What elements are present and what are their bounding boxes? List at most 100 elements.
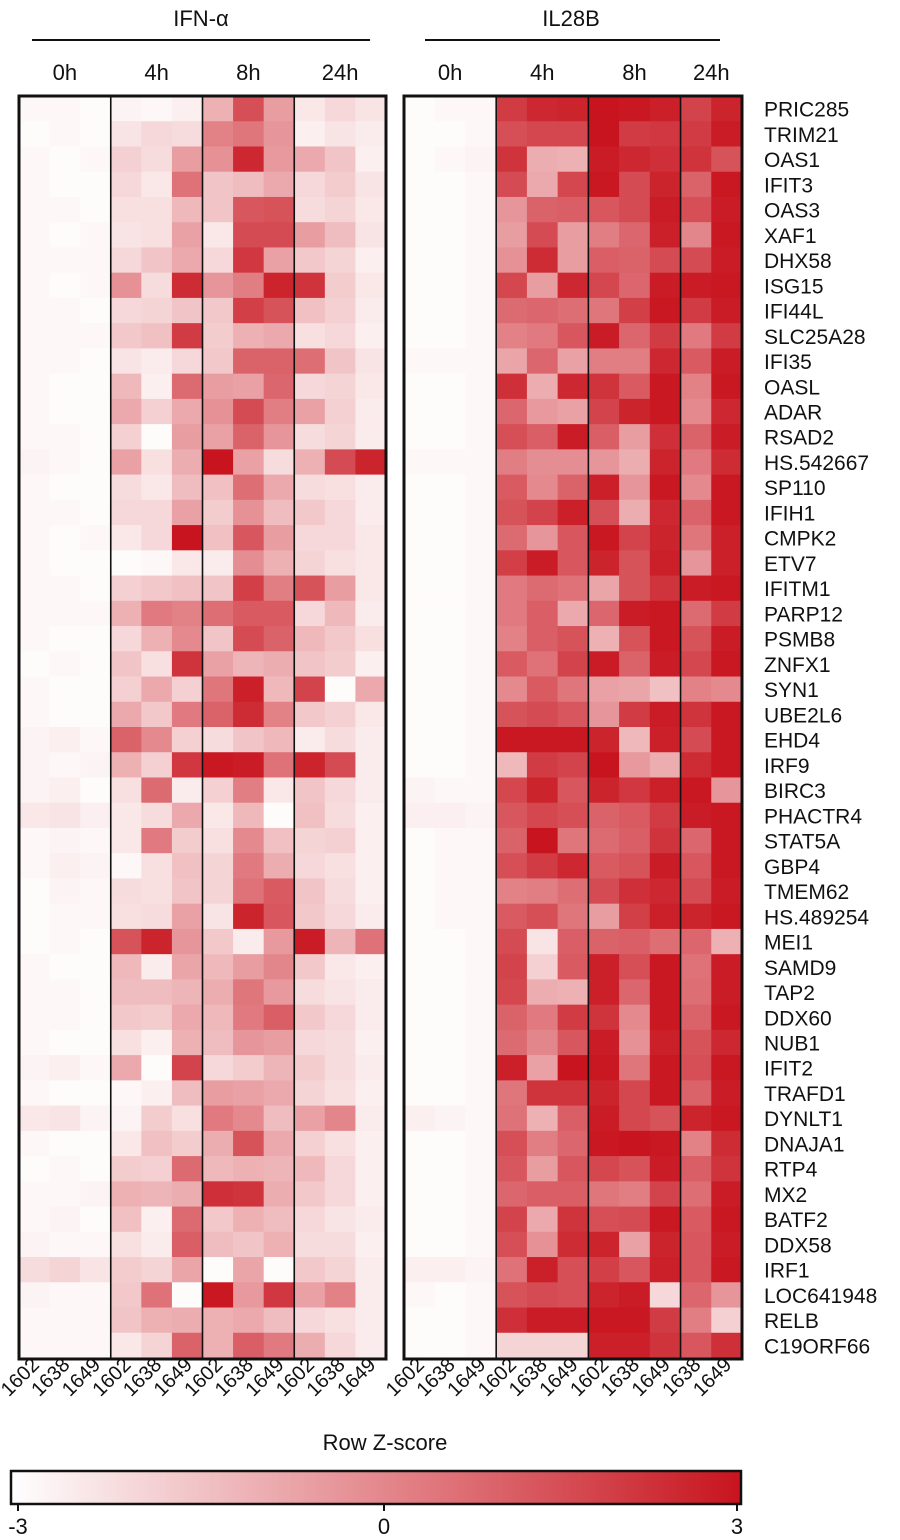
- heatmap-cell: [19, 701, 51, 728]
- heatmap-cell: [19, 323, 51, 349]
- heatmap-cell: [465, 474, 497, 501]
- heatmap-cell: [19, 1105, 51, 1132]
- heatmap-cell: [711, 171, 743, 198]
- heatmap-cell: [171, 525, 204, 551]
- heatmap-cell: [141, 550, 173, 577]
- heatmap-cell: [496, 96, 528, 122]
- timepoint-label: 0h: [53, 60, 77, 85]
- heatmap-cell: [263, 348, 295, 375]
- gene-label: HS.542667: [764, 452, 869, 475]
- gene-label: GBP4: [764, 856, 820, 879]
- heatmap-cell: [110, 121, 142, 148]
- heatmap-cell: [465, 121, 497, 148]
- heatmap-cell: [263, 373, 295, 400]
- heatmap-cell: [526, 1206, 559, 1233]
- heatmap-cell: [588, 171, 620, 198]
- heatmap-cell: [404, 676, 436, 703]
- heatmap-cell: [49, 802, 81, 829]
- heatmap-cell: [263, 676, 295, 703]
- gene-label: IFI44L: [764, 301, 824, 324]
- heatmap-cell: [680, 1206, 712, 1233]
- heatmap-cell: [324, 323, 357, 349]
- heatmap-cell: [355, 1231, 387, 1258]
- heatmap-cell: [80, 1029, 112, 1056]
- heatmap-cell: [110, 247, 142, 274]
- heatmap-cell: [355, 398, 387, 425]
- heatmap-cell: [171, 297, 204, 324]
- heatmap-cell: [355, 626, 387, 652]
- heatmap-cell: [80, 348, 112, 375]
- heatmap-cell: [588, 827, 620, 854]
- heatmap-cell: [619, 676, 651, 703]
- heatmap-cell: [619, 297, 651, 324]
- heatmap-cell: [711, 1231, 743, 1258]
- heatmap-cell: [496, 348, 528, 375]
- heatmap-cell: [404, 903, 436, 930]
- heatmap-cell: [619, 600, 651, 627]
- heatmap-cell: [324, 878, 357, 905]
- heatmap-cell: [557, 1231, 589, 1258]
- timepoint-label: 24h: [322, 60, 359, 85]
- heatmap-cell: [711, 954, 743, 980]
- heatmap-cell: [141, 1181, 173, 1208]
- heatmap-cell: [404, 1105, 436, 1132]
- heatmap-cell: [496, 1282, 528, 1309]
- heatmap-cell: [557, 928, 589, 955]
- heatmap-cell: [588, 297, 620, 324]
- heatmap-cell: [649, 1130, 682, 1157]
- heatmap-cell: [171, 323, 204, 349]
- heatmap-cell: [324, 196, 357, 223]
- heatmap-cell: [355, 323, 387, 349]
- heatmap-cell: [19, 196, 51, 223]
- heatmap-cell: [19, 424, 51, 450]
- heatmap-cell: [202, 1004, 234, 1031]
- heatmap-cell: [141, 272, 173, 299]
- panel-border-il28b: [402, 94, 744, 1361]
- heatmap-cell: [49, 171, 81, 198]
- heatmap-cell: [171, 878, 204, 905]
- heatmap-cell: [202, 297, 234, 324]
- heatmap-cell: [711, 474, 743, 501]
- heatmap-cell: [465, 878, 497, 905]
- heatmap-cell: [680, 1332, 712, 1359]
- heatmap-cell: [557, 449, 589, 476]
- heatmap-cell: [110, 1282, 142, 1309]
- heatmap-cell: [80, 222, 112, 249]
- heatmap-cell: [202, 550, 234, 577]
- heatmap-cell: [711, 827, 743, 854]
- heatmap-cell: [141, 676, 173, 703]
- heatmap-cell: [496, 474, 528, 501]
- heatmap-cell: [711, 1156, 743, 1182]
- heatmap-cell: [711, 979, 743, 1006]
- heatmap-cell: [680, 1282, 712, 1309]
- heatmap-cell: [263, 525, 295, 551]
- heatmap-cell: [80, 651, 112, 678]
- colorbar-label-mid: 0: [378, 1514, 390, 1539]
- heatmap-cell: [526, 878, 559, 905]
- heatmap-cell: [711, 247, 743, 274]
- heatmap-cell: [110, 802, 142, 829]
- heatmap-cell: [465, 297, 497, 324]
- heatmap-cell: [434, 499, 467, 526]
- heatmap-cell: [294, 1105, 326, 1132]
- heatmap-cell: [404, 651, 436, 678]
- heatmap-cell: [526, 752, 559, 779]
- heatmap-cell: [80, 752, 112, 779]
- heatmap-cell: [324, 1156, 357, 1182]
- heatmap-cell: [19, 827, 51, 854]
- heatmap-cell: [233, 1105, 265, 1132]
- heatmap-cell: [324, 727, 357, 753]
- heatmap-cell: [233, 121, 265, 148]
- heatmap-cell: [619, 449, 651, 476]
- heatmap-cell: [19, 222, 51, 249]
- heatmap-cell: [294, 1130, 326, 1157]
- heatmap-cell: [557, 348, 589, 375]
- heatmap-cell: [294, 701, 326, 728]
- heatmap-cell: [434, 752, 467, 779]
- heatmap-cell: [711, 575, 743, 602]
- heatmap-cell: [324, 1055, 357, 1081]
- heatmap-cell: [294, 1282, 326, 1309]
- heatmap-cell: [404, 1004, 436, 1031]
- heatmap-cell: [171, 196, 204, 223]
